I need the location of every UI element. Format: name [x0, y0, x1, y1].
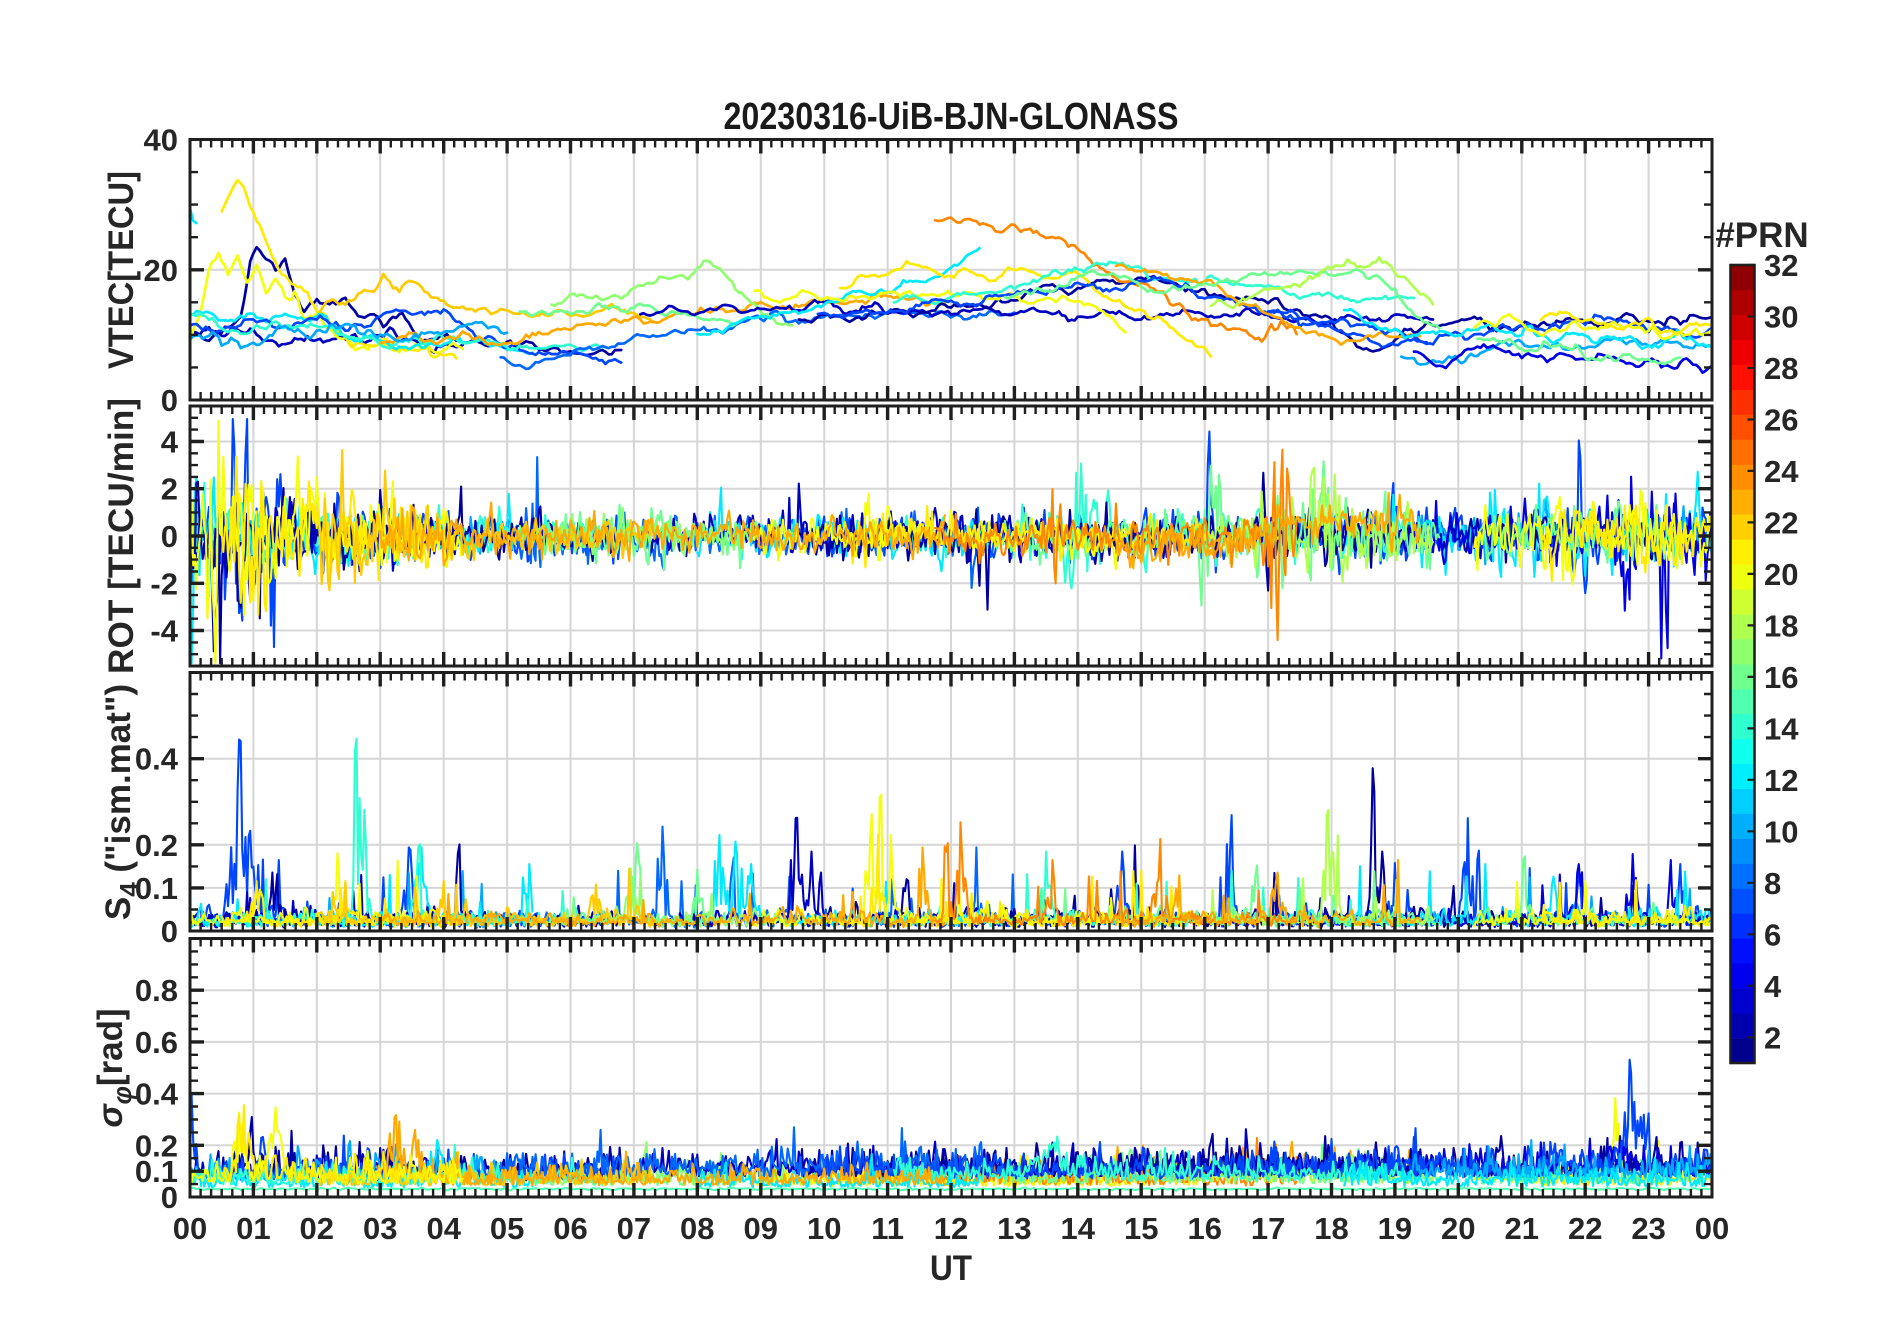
svg-text:4: 4: [161, 425, 179, 460]
svg-text:VTEC[TECU]: VTEC[TECU]: [102, 171, 141, 369]
svg-text:10: 10: [1764, 814, 1798, 849]
svg-text:12: 12: [1764, 763, 1798, 798]
svg-text:24: 24: [1764, 454, 1799, 489]
svg-text:03: 03: [363, 1211, 397, 1246]
svg-text:0.4: 0.4: [135, 1077, 179, 1112]
svg-text:09: 09: [744, 1211, 778, 1246]
svg-text:UT: UT: [930, 1249, 972, 1288]
svg-text:14: 14: [1764, 711, 1799, 746]
svg-text:18: 18: [1314, 1211, 1348, 1246]
svg-text:0: 0: [161, 383, 178, 418]
svg-text:01: 01: [236, 1211, 270, 1246]
svg-text:#PRN: #PRN: [1715, 216, 1808, 255]
svg-text:02: 02: [300, 1211, 334, 1246]
svg-text:σφ[rad]: σφ[rad]: [91, 1008, 137, 1127]
svg-text:13: 13: [997, 1211, 1031, 1246]
svg-text:-2: -2: [150, 566, 178, 601]
svg-text:6: 6: [1764, 917, 1781, 952]
svg-text:0.4: 0.4: [135, 742, 179, 777]
svg-text:17: 17: [1251, 1211, 1285, 1246]
svg-text:11: 11: [871, 1211, 904, 1246]
svg-text:18: 18: [1764, 608, 1798, 643]
svg-text:05: 05: [490, 1211, 524, 1246]
svg-text:0: 0: [161, 914, 178, 949]
svg-text:07: 07: [617, 1211, 651, 1246]
svg-text:0.1: 0.1: [135, 871, 178, 906]
svg-text:06: 06: [553, 1211, 587, 1246]
svg-text:8: 8: [1764, 866, 1781, 901]
svg-text:ROT [TECU/min]: ROT [TECU/min]: [102, 398, 141, 674]
svg-text:32: 32: [1764, 248, 1798, 283]
svg-text:0.2: 0.2: [135, 1128, 178, 1163]
svg-text:10: 10: [807, 1211, 841, 1246]
svg-text:4: 4: [1764, 969, 1782, 1004]
svg-text:0.1: 0.1: [135, 1154, 178, 1189]
svg-text:22: 22: [1764, 505, 1798, 540]
svg-text:16: 16: [1764, 660, 1798, 695]
svg-text:26: 26: [1764, 403, 1798, 438]
svg-text:0.8: 0.8: [135, 973, 178, 1008]
svg-text:04: 04: [426, 1211, 461, 1246]
svg-text:20: 20: [1764, 557, 1798, 592]
svg-text:16: 16: [1187, 1211, 1221, 1246]
svg-text:23: 23: [1631, 1211, 1665, 1246]
svg-text:0: 0: [161, 519, 178, 554]
svg-text:S4 ("ism.mat"): S4 ("ism.mat"): [99, 684, 144, 920]
svg-text:2: 2: [1764, 1020, 1781, 1055]
svg-text:2: 2: [161, 472, 178, 507]
svg-text:22: 22: [1568, 1211, 1602, 1246]
svg-text:20: 20: [144, 253, 178, 288]
svg-text:00: 00: [173, 1211, 207, 1246]
svg-text:15: 15: [1124, 1211, 1158, 1246]
svg-text:0.2: 0.2: [135, 828, 178, 863]
svg-text:30: 30: [1764, 300, 1798, 335]
svg-text:14: 14: [1061, 1211, 1096, 1246]
svg-text:0.6: 0.6: [135, 1025, 178, 1060]
svg-text:21: 21: [1505, 1211, 1539, 1246]
svg-text:20230316-UiB-BJN-GLONASS: 20230316-UiB-BJN-GLONASS: [724, 96, 1179, 138]
svg-text:-4: -4: [150, 614, 178, 649]
svg-text:20: 20: [1441, 1211, 1475, 1246]
svg-text:12: 12: [934, 1211, 968, 1246]
svg-text:00: 00: [1695, 1211, 1729, 1246]
svg-text:40: 40: [144, 123, 178, 158]
svg-text:19: 19: [1378, 1211, 1412, 1246]
svg-text:0: 0: [161, 1180, 178, 1215]
svg-text:08: 08: [680, 1211, 714, 1246]
svg-text:28: 28: [1764, 351, 1798, 386]
